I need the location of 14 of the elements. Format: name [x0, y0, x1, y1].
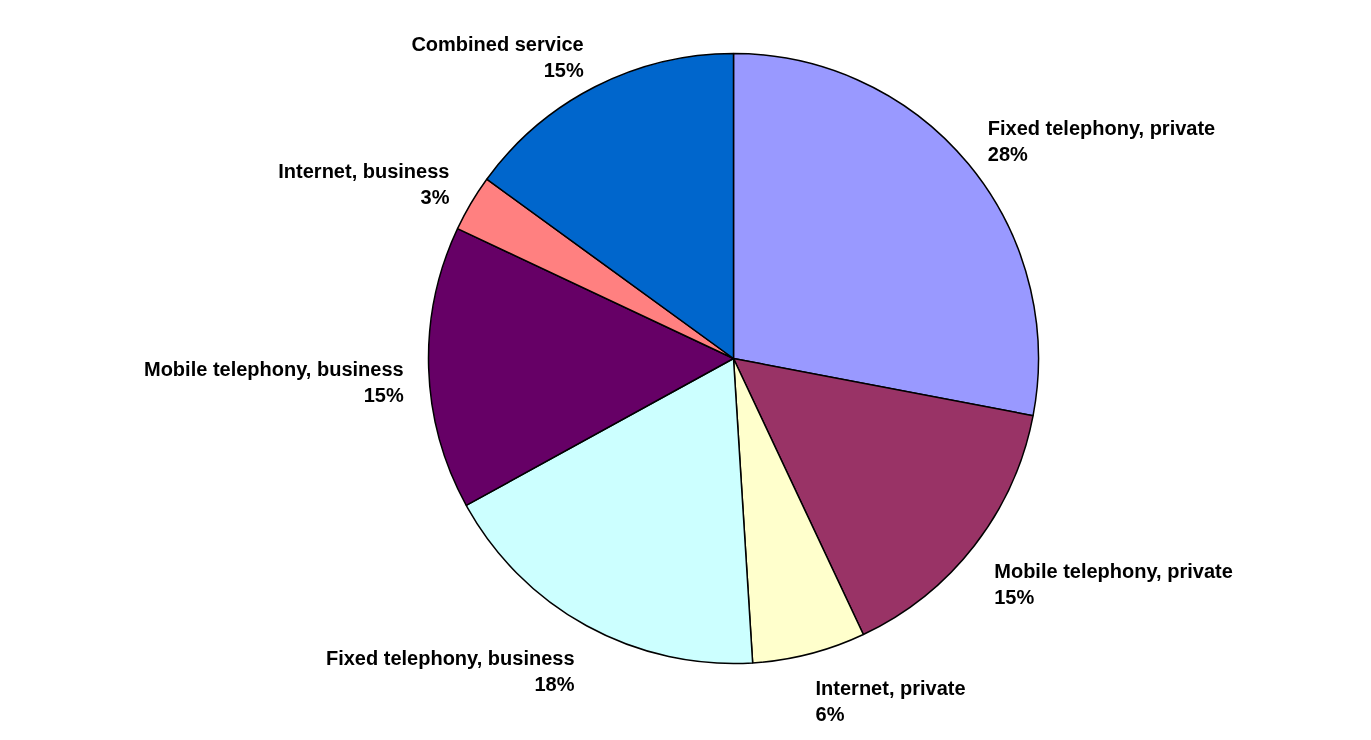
slice-label: Internet, private — [815, 677, 966, 700]
slice-label: Fixed telephony, business — [325, 646, 575, 669]
data-label: 28% — [987, 143, 1029, 166]
data-label: 15% — [994, 585, 1035, 608]
data-label: 6% — [815, 703, 845, 726]
slice-label: Mobile telephony, business — [143, 357, 404, 380]
data-label: 15% — [543, 59, 584, 82]
slice-label: Internet, business — [278, 159, 450, 182]
slice-label: Fixed telephony, private — [987, 117, 1216, 140]
data-label: 18% — [534, 672, 575, 695]
slice-label: Mobile telephony, private — [994, 559, 1233, 582]
slice-label: Combined service — [411, 33, 584, 56]
data-label: 3% — [420, 185, 450, 208]
data-label: 15% — [363, 383, 404, 406]
